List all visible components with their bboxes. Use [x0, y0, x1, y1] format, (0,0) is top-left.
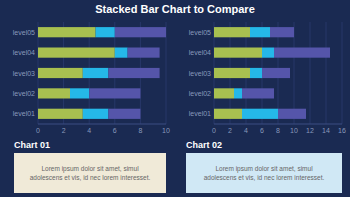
bar-segment [242, 88, 274, 98]
bar-segment [214, 109, 242, 119]
x-tick-label: 6 [113, 127, 117, 134]
bar-segment [214, 68, 250, 78]
x-tick-label: 16 [338, 127, 346, 134]
bar-segment [38, 109, 83, 119]
chart-panel: 0 2 4 6 8 10 12 14 16 level01 level02 level03 level0… [186, 22, 346, 193]
bar-segment [70, 88, 89, 98]
chart-label: Chart 02 [186, 140, 222, 150]
y-tick-label: level02 [189, 90, 211, 97]
bar-segment [250, 27, 270, 37]
x-axis-line [38, 124, 166, 125]
y-tick-label: level04 [189, 49, 211, 56]
bar-segment [96, 27, 115, 37]
bar-segment [250, 68, 262, 78]
x-tick-label: 10 [290, 127, 298, 134]
bars [214, 27, 330, 119]
x-tick-label: 2 [228, 127, 232, 134]
bar-segment [242, 109, 278, 119]
title: Stacked Bar Chart to Compare [95, 3, 255, 15]
bar-segment [38, 48, 115, 58]
background [0, 0, 350, 197]
x-tick-label: 4 [87, 127, 91, 134]
bar-segment [108, 109, 140, 119]
x-tick-label: 10 [162, 127, 170, 134]
x-tick-label: 0 [212, 127, 216, 134]
bar-segment [128, 48, 160, 58]
y-tick-label: level01 [189, 110, 211, 117]
x-tick-label: 14 [322, 127, 330, 134]
y-tick-label: level01 [13, 110, 35, 117]
y-tick-label: level05 [13, 29, 35, 36]
bar-segment [270, 27, 294, 37]
note-box [14, 153, 166, 193]
grid-line [310, 22, 311, 124]
grid-line [342, 22, 343, 124]
x-axis-line [214, 124, 342, 125]
bar-segment [38, 88, 70, 98]
bar-segment [115, 48, 128, 58]
grid-line [326, 22, 327, 124]
bar-segment [262, 48, 274, 58]
bar-segment [83, 68, 109, 78]
bars [38, 27, 166, 119]
bar-segment [115, 27, 166, 37]
x-tick-label: 2 [62, 127, 66, 134]
x-tick-label: 0 [36, 127, 40, 134]
x-tick-label: 8 [276, 127, 280, 134]
bar-segment [89, 88, 140, 98]
y-tick-label: level02 [13, 90, 35, 97]
bar-segment [234, 88, 242, 98]
bar-segment [38, 27, 96, 37]
y-tick-label: level05 [189, 29, 211, 36]
x-tick-label: 4 [244, 127, 248, 134]
chart-panel: 0 2 4 6 8 10 level01 level02 level03 level04 level… [13, 22, 170, 193]
chart-root: Stacked Bar Chart to Compare 0 2 4 6 8 10 level… [0, 0, 350, 197]
y-tick-label: level03 [189, 70, 211, 77]
bar-segment [108, 68, 159, 78]
x-tick-label: 8 [138, 127, 142, 134]
bar-segment [214, 88, 234, 98]
note-text: Lorem ipsum dolor sit amet, simuladolesc… [30, 165, 151, 181]
chart-label: Chart 01 [14, 140, 50, 150]
x-tick-label: 6 [260, 127, 264, 134]
y-tick-label: level04 [13, 49, 35, 56]
bar-segment [83, 109, 109, 119]
bar-segment [278, 109, 306, 119]
bar-segment [38, 68, 83, 78]
x-tick-label: 12 [306, 127, 314, 134]
bar-segment [214, 27, 250, 37]
bar-segment [274, 48, 330, 58]
y-tick-label: level03 [13, 70, 35, 77]
note-box [186, 153, 342, 193]
bar-segment [262, 68, 290, 78]
bar-segment [214, 48, 262, 58]
note-text: Lorem ipsum dolor sit amet, simuladolesc… [204, 165, 325, 181]
